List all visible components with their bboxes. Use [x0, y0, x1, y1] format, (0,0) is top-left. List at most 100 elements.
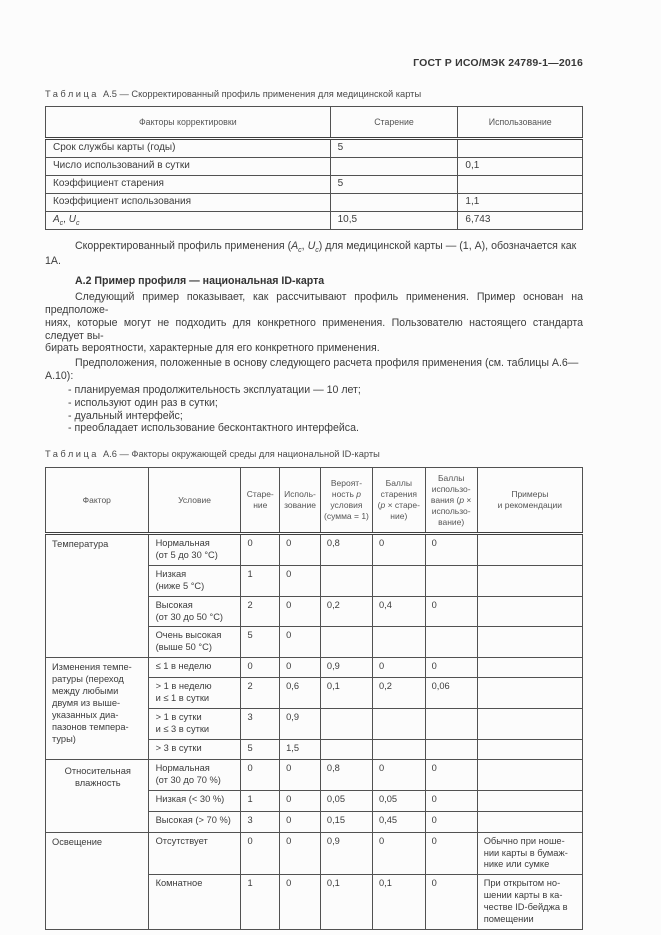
- cell-aging: 5: [329, 138, 459, 158]
- table-row: Температура Нормальная (от 5 до 30 °С) 0…: [45, 533, 584, 659]
- cell-aging-points: [371, 738, 426, 760]
- cell-condition: Низкая (< 30 %): [147, 789, 242, 812]
- table-a6-caption-text: А.6 — Факторы окружающей среды для нацио…: [102, 449, 380, 460]
- cell-aging-points: [371, 564, 426, 597]
- cell-aging: 0: [240, 831, 281, 876]
- table-a5-caption: Таблица А.5 — Скорректированный профиль п…: [45, 89, 583, 99]
- paragraph-assumptions-intro: Предположения, положенные в основу следу…: [45, 356, 579, 382]
- cell-use-points: 0: [424, 758, 478, 791]
- cell-aging-points: 0,45: [371, 810, 426, 833]
- formula-a: A: [53, 214, 60, 225]
- cell-use: [457, 138, 583, 158]
- table-a6-caption: Таблица А.6 — Факторы окружающей среды дл…: [45, 449, 583, 459]
- cell-probability: 0,1: [319, 677, 373, 710]
- paragraph-text: ) для медицинской карты — (1, А), обозна…: [45, 240, 577, 267]
- cell-examples: [476, 595, 584, 628]
- table-a6: Фактор Условие Старе- ние Исполь- зовани…: [45, 467, 584, 931]
- cell-use: 0: [279, 564, 321, 597]
- table-row: Число использований в сутки 0,1: [45, 157, 583, 176]
- table-row: Изменения темпе- ратуры (переход между л…: [45, 657, 584, 760]
- cell-aging: 3: [240, 810, 281, 833]
- cell-use: 0: [279, 533, 321, 566]
- col-header-factors: Факторы корректировки: [45, 106, 331, 140]
- cell-condition: > 1 в неделю и ≤ 1 в сутки: [147, 677, 242, 710]
- inline-u-sub: c: [315, 246, 319, 254]
- table-row: Высокая (от 30 до 50 °С) 2 0 0,2 0,4 0: [46, 595, 584, 628]
- header-text: Баллы старения (: [377, 478, 417, 511]
- cell-condition: Высокая (от 30 до 50 °С): [147, 595, 242, 628]
- cell-aging-points: 0: [371, 533, 426, 566]
- table-row: > 1 в неделю и ≤ 1 в сутки 2 0,6 0,1 0,2…: [46, 677, 584, 710]
- formula-u: U: [68, 214, 76, 225]
- table-row: Очень высокая (выше 50 °С) 5 0: [46, 626, 584, 659]
- cell-probability: 0,9: [319, 831, 373, 876]
- header-text: условия (сумма = 1): [323, 500, 369, 522]
- document-header: ГОСТ Р ИСО/МЭК 24789-1—2016: [413, 57, 583, 69]
- cell-examples: [476, 758, 584, 791]
- cell-use: 0: [279, 758, 321, 791]
- cell-use: 0: [279, 810, 321, 833]
- cell-probability: 0,15: [319, 810, 373, 833]
- cell-aging-points: 0,4: [371, 595, 426, 628]
- cell-probability: 0,05: [319, 789, 373, 812]
- cell-aging: 2: [240, 677, 281, 710]
- header-text: Баллы использо- вания (: [430, 472, 471, 505]
- cell-condition: Отсутствует: [147, 831, 242, 876]
- cell-examples: [476, 789, 584, 812]
- table-row: Комнатное 1 0 0,1 0,1 0 При открытом но-…: [46, 874, 584, 931]
- cell-aging-points: 0,2: [371, 677, 426, 710]
- table-a5-caption-label: Таблица: [45, 89, 99, 99]
- table-row: Срок службы карты (годы) 5: [45, 138, 583, 158]
- cell-use-points: 0,06: [424, 677, 478, 710]
- cell-use: 0: [279, 595, 321, 628]
- cell-use: 6,743: [457, 211, 583, 230]
- col-header-factor: Фактор: [45, 467, 149, 536]
- table-row: > 1 в сутки и ≤ 3 в сутки 3 0,9: [46, 708, 584, 740]
- cell-condition: > 1 в сутки и ≤ 3 в сутки: [147, 708, 242, 740]
- col-header-use: Исполь- зование: [279, 467, 321, 536]
- table-row: > 3 в сутки 5 1,5: [46, 738, 584, 760]
- cell-use: 0: [279, 626, 321, 659]
- table-row: Высокая (> 70 %) 3 0 0,15 0,45 0: [46, 810, 584, 833]
- cell-condition: Высокая (> 70 %): [147, 810, 242, 833]
- cell-aging-points: 0,05: [371, 789, 426, 812]
- list-item: - преобладает использование бесконтактно…: [68, 422, 359, 435]
- table-row: Освещение Отсутствует 0 0 0,9 0 0 Обычно…: [45, 831, 584, 931]
- col-header-aging: Старение: [329, 106, 459, 140]
- table-row: Коэффициент старения 5: [45, 175, 583, 194]
- cell-use: 0,9: [279, 708, 321, 740]
- col-header-examples: Примеры и рекомендации: [476, 467, 584, 536]
- cell-use-points: 0: [424, 595, 478, 628]
- cell-aging-points: [371, 626, 426, 659]
- cell-use: 1,5: [279, 738, 321, 760]
- cell-condition: Низкая (ниже 5 °С): [147, 564, 242, 597]
- cell-aging: 1: [240, 874, 281, 931]
- cell-examples: [476, 533, 584, 566]
- table-a5-caption-text: А.5 — Скорректированный профиль применен…: [102, 89, 422, 99]
- table-row: Относительная влажность Нормальная (от 3…: [45, 758, 584, 833]
- cell-factor-group: Изменения темпе- ратуры (переход между л…: [45, 657, 149, 760]
- cell-aging: 2: [240, 595, 281, 628]
- cell-examples: Обычно при ноше- нии карты в бумаж- нике…: [476, 831, 584, 876]
- cell-examples: [476, 810, 584, 833]
- cell-examples: [476, 626, 584, 659]
- cell-factor-formula: Ac, Uc: [45, 211, 331, 230]
- heading-a2: А.2 Пример профиля — национальная ID-кар…: [75, 275, 325, 288]
- cell-factor: Срок службы карты (годы): [45, 138, 331, 158]
- cell-use: 0: [279, 789, 321, 812]
- cell-probability: [319, 708, 373, 740]
- cell-aging: 0: [240, 758, 281, 791]
- cell-aging-points: 0: [371, 657, 426, 679]
- cell-use-points: 0: [424, 874, 478, 931]
- cell-probability: [319, 626, 373, 659]
- cell-condition: Комнатное: [147, 874, 242, 931]
- cell-aging: 5: [329, 175, 459, 194]
- list-item: - планируемая продолжительность эксплуат…: [68, 384, 361, 397]
- cell-probability: 0,2: [319, 595, 373, 628]
- col-header-use-points: Баллы использо- вания (p × использо- ван…: [424, 467, 478, 536]
- cell-factor: Коэффициент использования: [45, 193, 331, 212]
- table-a6-caption-label: Таблица: [45, 449, 99, 460]
- cell-use-points: [424, 738, 478, 760]
- cell-aging: 5: [240, 738, 281, 760]
